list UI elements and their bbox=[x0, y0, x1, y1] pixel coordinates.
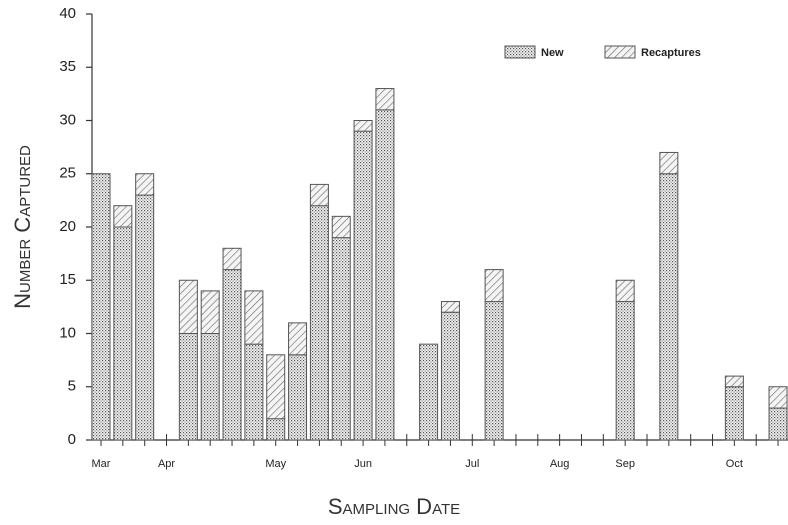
legend-swatch bbox=[504, 45, 536, 59]
legend-label: New bbox=[541, 47, 564, 59]
bar-segment bbox=[724, 386, 744, 441]
y-tick-label: 25 bbox=[59, 165, 76, 182]
bar-segment bbox=[244, 343, 264, 441]
x-tick-label: Jul bbox=[465, 458, 479, 470]
bar-segment bbox=[768, 386, 788, 409]
bar-segment bbox=[135, 194, 155, 441]
legend-label: Recaptures bbox=[641, 47, 701, 59]
bar-segment bbox=[768, 407, 788, 441]
y-axis-label: Number Captured bbox=[10, 145, 35, 309]
bar-segment bbox=[440, 311, 460, 441]
bar-segment bbox=[178, 279, 198, 334]
bar-segment bbox=[135, 173, 155, 196]
bar-segment bbox=[222, 269, 242, 441]
x-tick-label: Oct bbox=[726, 458, 743, 470]
bar-segment bbox=[615, 301, 635, 441]
x-tick-label: Sep bbox=[615, 458, 635, 470]
x-tick-label: Aug bbox=[550, 458, 570, 470]
bar-segment bbox=[266, 354, 286, 420]
bar-segment bbox=[91, 173, 111, 441]
bar-segment bbox=[200, 333, 220, 441]
y-tick-label: 5 bbox=[68, 378, 76, 395]
bar-segment bbox=[244, 290, 264, 345]
bar-segment bbox=[659, 151, 679, 175]
y-tick-label: 0 bbox=[68, 431, 76, 448]
bar-segment bbox=[288, 354, 308, 441]
y-tick-label: 10 bbox=[59, 324, 76, 341]
bar-segment bbox=[353, 130, 373, 441]
bar-segment bbox=[375, 88, 395, 111]
bar-segment bbox=[724, 375, 744, 388]
bar-segment bbox=[200, 290, 220, 334]
x-tick-label: Apr bbox=[158, 458, 175, 470]
bar-segment bbox=[353, 120, 373, 132]
bar-segment bbox=[375, 109, 395, 441]
bar-segment bbox=[440, 301, 460, 313]
bar-segment bbox=[113, 226, 133, 441]
y-tick-label: 35 bbox=[59, 58, 76, 75]
bar-segment bbox=[309, 205, 329, 441]
bar-segment bbox=[331, 215, 351, 239]
legend-swatch bbox=[604, 45, 636, 59]
y-tick-label: 20 bbox=[59, 218, 76, 235]
bar-segment bbox=[484, 301, 504, 441]
bar-segment bbox=[484, 269, 504, 303]
bar-segment bbox=[113, 205, 133, 228]
bar-segment bbox=[288, 322, 308, 356]
bar-segment bbox=[222, 247, 242, 271]
y-tick-label: 30 bbox=[59, 111, 76, 128]
y-tick-label: 40 bbox=[59, 5, 76, 22]
bar-segment bbox=[419, 343, 439, 441]
bar-segment bbox=[659, 173, 679, 441]
x-axis-label: Sampling Date bbox=[328, 494, 460, 519]
bar-segment bbox=[266, 418, 286, 441]
x-tick-label: Jun bbox=[354, 458, 372, 470]
bar-segment bbox=[309, 183, 329, 207]
x-tick-label: Mar bbox=[92, 458, 111, 470]
bar-segment bbox=[178, 333, 198, 441]
bar-segment bbox=[615, 279, 635, 303]
y-tick-label: 15 bbox=[59, 271, 76, 288]
bar-segment bbox=[331, 237, 351, 441]
x-tick-label: May bbox=[265, 458, 286, 470]
